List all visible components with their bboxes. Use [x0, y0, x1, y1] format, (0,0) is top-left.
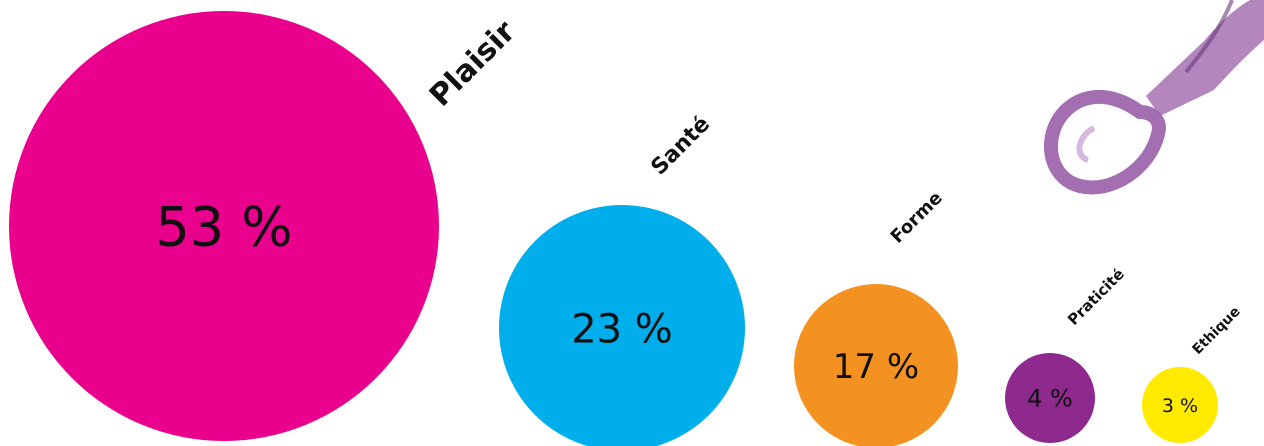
ice-cream-scoop-icon: [1043, 0, 1264, 195]
bubble-praticite: [1005, 353, 1095, 443]
category-label-forme: Forme: [887, 188, 947, 248]
value-label-ethique: 3 %: [1162, 395, 1198, 417]
category-label-plaisir: Plaisir: [423, 14, 523, 114]
value-label-sante: 23 %: [571, 306, 673, 352]
category-label-ethique: Ethique: [1190, 304, 1244, 358]
bubble-sante: [499, 205, 745, 446]
value-label-praticite: 4 %: [1027, 385, 1073, 413]
bubble-ethique: [1142, 367, 1218, 443]
value-label-forme: 17 %: [833, 347, 919, 387]
value-label-plaisir: 53 %: [155, 195, 292, 258]
category-label-sante: Santé: [647, 112, 715, 180]
bubble-plaisir: [9, 11, 439, 441]
bubble-forme: [794, 284, 958, 446]
category-label-praticite: Praticité: [1064, 265, 1128, 329]
